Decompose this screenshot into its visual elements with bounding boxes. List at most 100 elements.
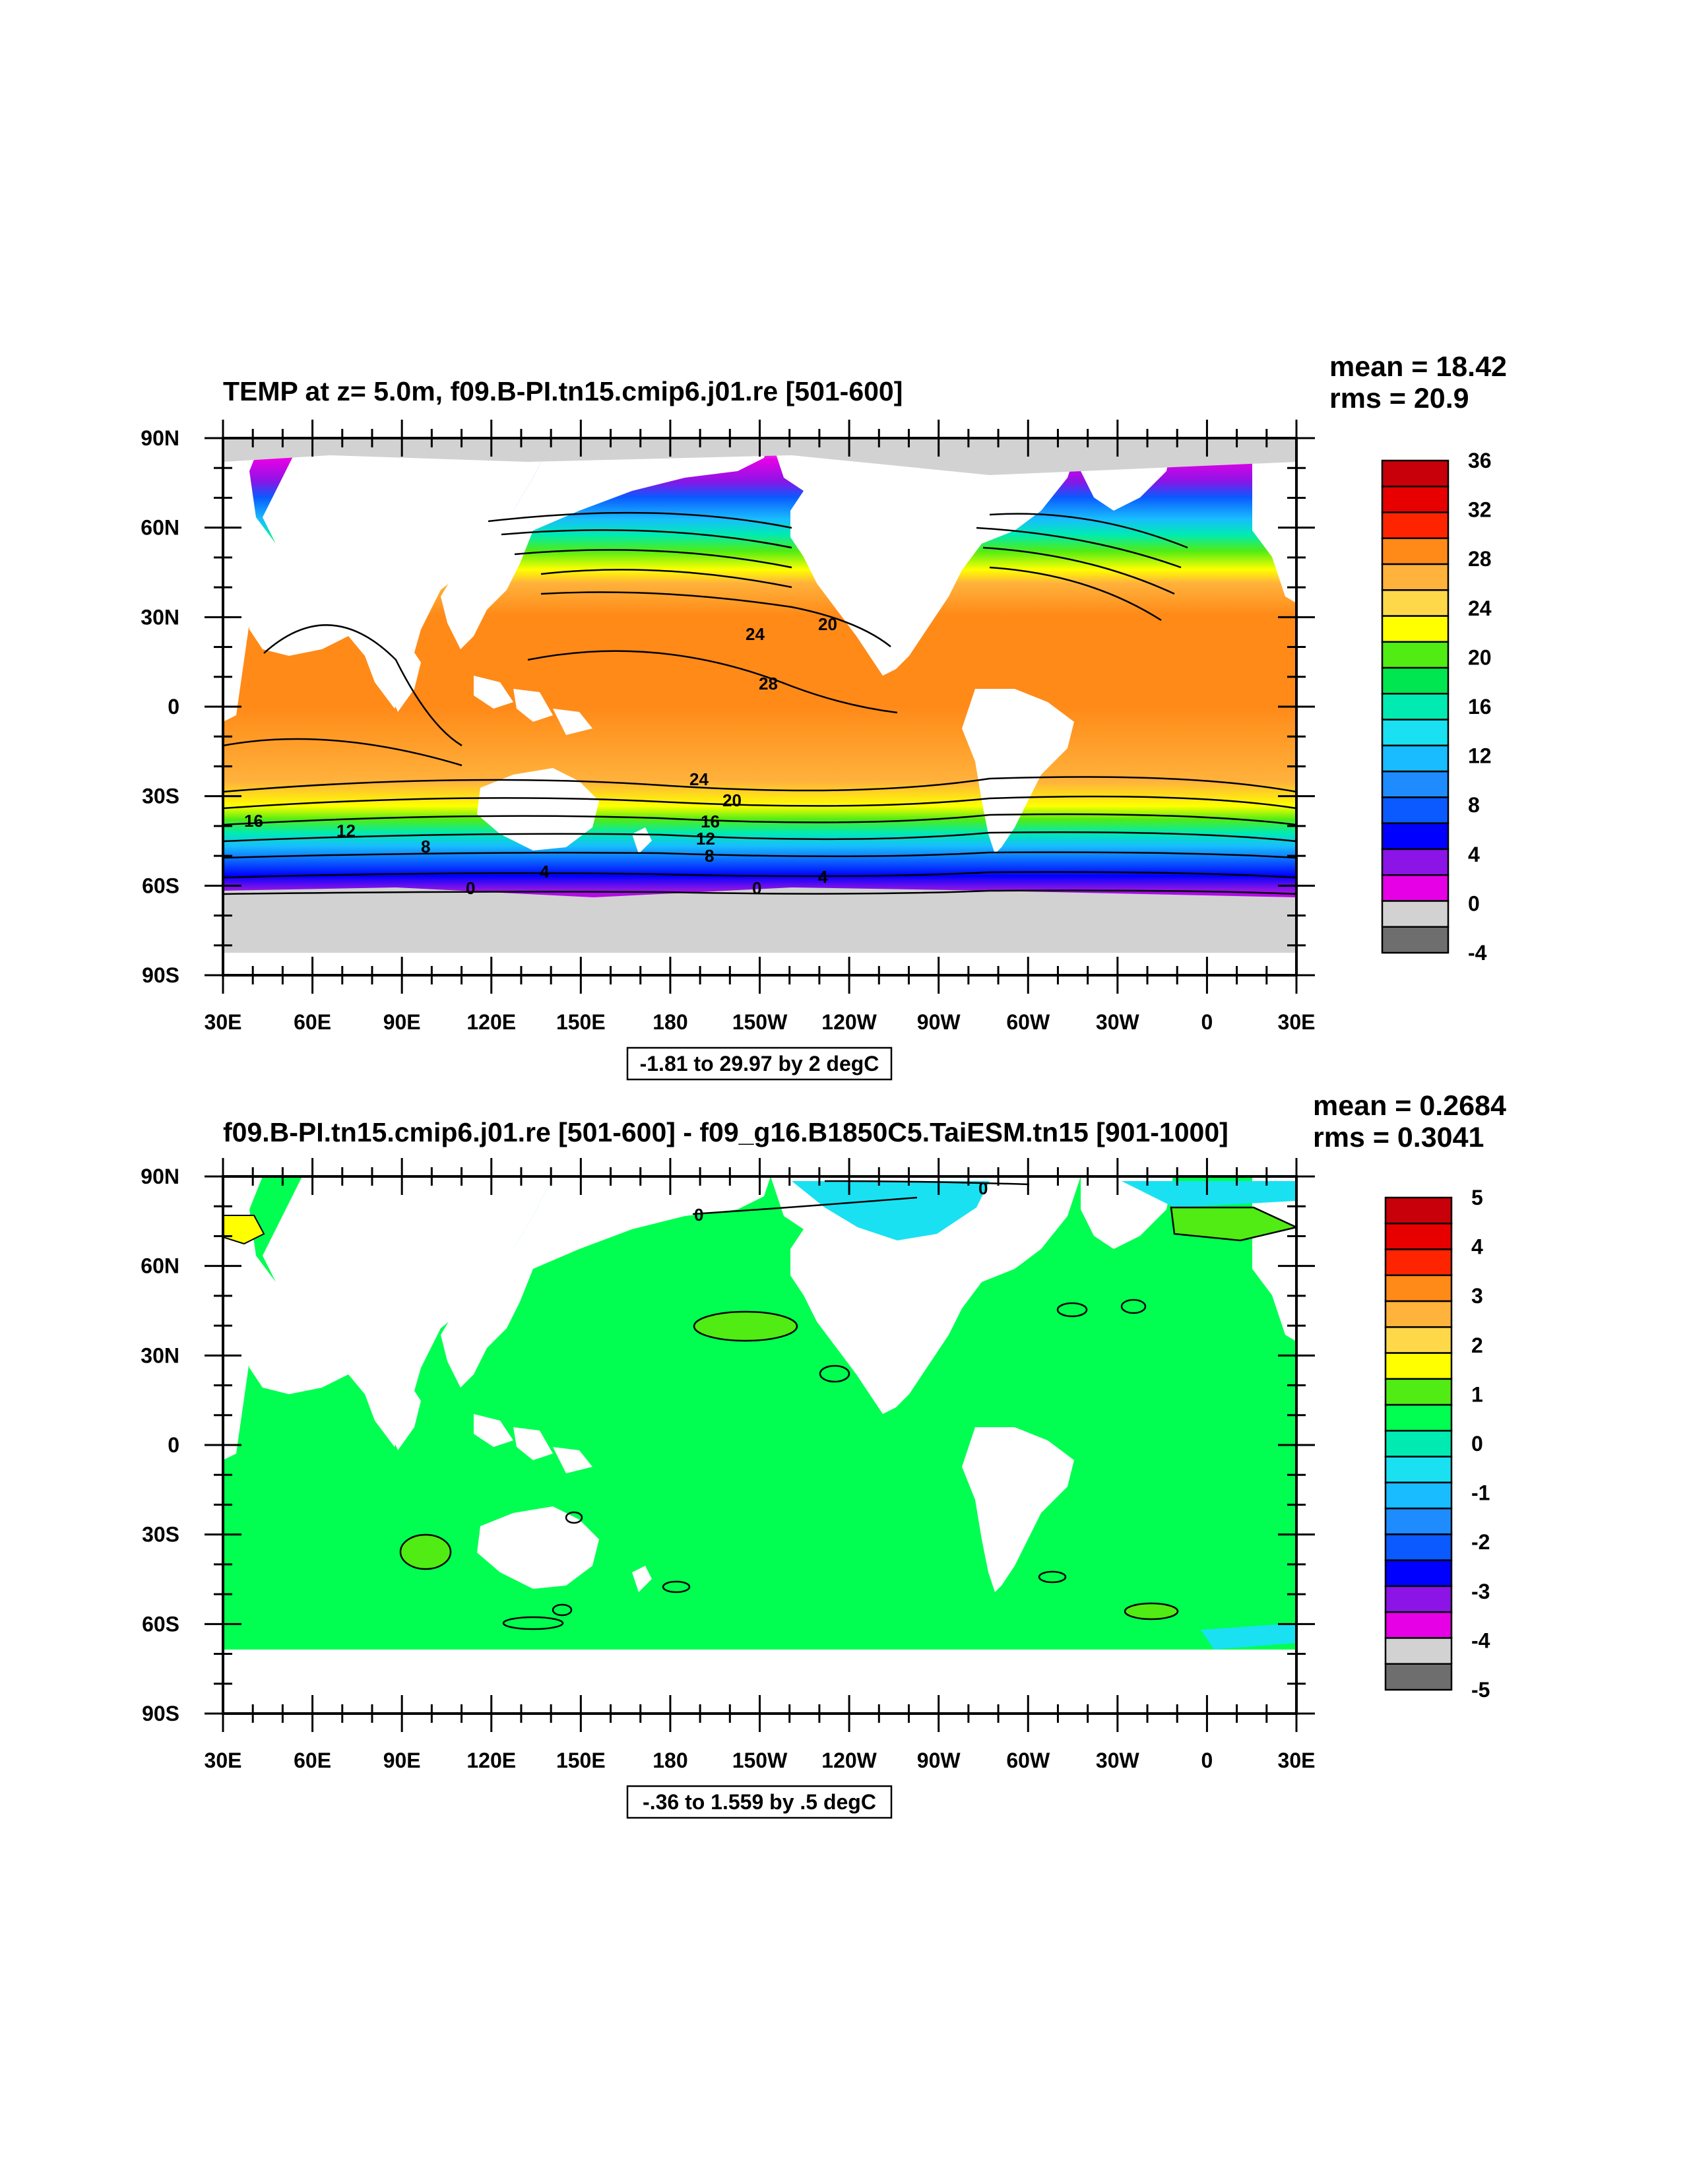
colorbar-label: 12: [1468, 744, 1492, 768]
lon-label: 0: [1201, 1749, 1213, 1772]
colorbar-label: -4: [1471, 1628, 1490, 1652]
lat-label: 90S: [142, 1702, 179, 1725]
lon-label: 150E: [556, 1010, 606, 1034]
lon-label: 60E: [294, 1010, 331, 1034]
diff-panel: f09.B-PI.tn15.cmip6.j01.re [501-600] - f…: [141, 1090, 1506, 1819]
lon-label: 30E: [205, 1749, 242, 1772]
colorbar-swatch: [1381, 459, 1450, 488]
colorbar-label: -1: [1471, 1481, 1490, 1505]
lon-label: 120E: [466, 1010, 516, 1034]
colorbar-swatch: [1384, 1507, 1453, 1535]
sst-contours: [223, 511, 1296, 895]
lat-label: 60S: [142, 1612, 179, 1636]
lon-label: 30W: [1096, 1010, 1140, 1034]
svg-text:0: 0: [978, 1178, 988, 1198]
colorbar-swatch: [1381, 641, 1450, 669]
colorbar-swatch: [1384, 1585, 1453, 1613]
colorbar-label: 16: [1468, 695, 1492, 719]
panel1-mean: mean = 18.42: [1329, 351, 1507, 383]
svg-text:16: 16: [244, 811, 263, 831]
colorbar-swatch: [1381, 693, 1450, 721]
panel2-title: f09.B-PI.tn15.cmip6.j01.re [501-600] - f…: [223, 1117, 1228, 1147]
lat-label: 0: [168, 1433, 179, 1457]
colorbar-label: 3: [1471, 1284, 1483, 1308]
colorbar-swatch: [1381, 486, 1450, 513]
colorbar-label: 5: [1471, 1186, 1483, 1209]
svg-text:4: 4: [540, 862, 550, 882]
panel1-lon-labels: 30E 60E 90E 120E 150E 180 150W 120W 90W 60W 30W 0 30…: [205, 1010, 1316, 1034]
colorbar-swatch: [1384, 1326, 1453, 1354]
lon-label: 120W: [821, 1010, 877, 1034]
colorbar-label: 20: [1468, 645, 1492, 669]
lon-label: 150E: [556, 1749, 606, 1772]
svg-text:0: 0: [694, 1205, 703, 1225]
lat-label: 0: [168, 695, 179, 719]
lon-label: 30W: [1096, 1749, 1140, 1772]
lat-label: 90N: [141, 426, 179, 450]
panel2-info-box: [626, 1785, 893, 1819]
colorbar-swatch: [1381, 848, 1450, 876]
panel2-contour-labels: 0 0: [694, 1178, 988, 1225]
lat-label: 30N: [141, 605, 179, 629]
colorbar-swatch: [1384, 1378, 1453, 1406]
panel2-lat-labels: 90N 60N 30N 0 30S 60S 90S: [141, 1165, 179, 1725]
colorbar-swatch: [1381, 796, 1450, 824]
colorbar-swatch: [1381, 563, 1450, 591]
colorbar-swatch: [1384, 1611, 1453, 1639]
sst-panel: TEMP at z= 5.0m, f09.B-PI.tn15.cmip6.j01…: [141, 351, 1507, 1081]
colorbar-swatch: [1384, 1559, 1453, 1588]
lon-label: 90E: [383, 1010, 421, 1034]
colorbar-swatch: [1384, 1223, 1453, 1250]
lon-label: 120E: [466, 1749, 516, 1772]
colorbar-swatch: [1384, 1274, 1453, 1302]
svg-text:8: 8: [705, 846, 714, 866]
panel2-colorbar: 5 4 3 2 1 0 -1 -2 -3 -4 -5: [1384, 1186, 1490, 1702]
lon-label: 180: [653, 1749, 687, 1772]
lon-label: 150W: [732, 1749, 788, 1772]
colorbar-swatch: [1381, 589, 1450, 617]
lon-label: 30E: [1278, 1010, 1316, 1034]
lon-label: 60E: [294, 1749, 331, 1772]
svg-text:0: 0: [752, 878, 761, 898]
colorbar-swatch: [1384, 1456, 1453, 1484]
lat-label: 90N: [141, 1165, 179, 1188]
colorbar-swatch: [1381, 666, 1450, 695]
lon-label: 120W: [821, 1749, 877, 1772]
svg-text:16: 16: [701, 812, 720, 831]
svg-text:12: 12: [336, 821, 356, 841]
colorbar-swatch: [1381, 874, 1450, 902]
lon-label: 180: [653, 1010, 687, 1034]
colorbar-swatch: [1384, 1481, 1453, 1510]
svg-text:28: 28: [759, 674, 778, 693]
panel1-title: TEMP at z= 5.0m, f09.B-PI.tn15.cmip6.j01…: [223, 376, 903, 406]
panel1-contour-info: -1.81 to 29.97 by 2 degC: [640, 1052, 879, 1076]
panel2-lon-labels: 30E 60E 90E 120E 150E 180 150W 120W 90W 60W 30W 0 30…: [205, 1749, 1316, 1772]
colorbar-swatch: [1384, 1300, 1453, 1328]
colorbar-label: -3: [1471, 1580, 1490, 1603]
svg-text:24: 24: [746, 624, 765, 644]
svg-text:20: 20: [722, 790, 742, 810]
svg-text:0: 0: [466, 878, 475, 898]
colorbar-label: 1: [1471, 1382, 1483, 1406]
lon-label: 60W: [1006, 1749, 1050, 1772]
colorbar-swatch: [1384, 1248, 1453, 1277]
lon-label: 30E: [205, 1010, 242, 1034]
lon-label: 150W: [732, 1010, 788, 1034]
colorbar-label: 36: [1468, 449, 1492, 472]
panel1-info-box: [626, 1046, 893, 1081]
svg-text:20: 20: [818, 614, 837, 634]
colorbar-label: 0: [1471, 1432, 1483, 1456]
colorbar-swatch: [1381, 511, 1450, 540]
colorbar-swatch: [1384, 1403, 1453, 1432]
panel1-contour-labels: 24 20 28 24 20 16 12 8 16 12 8 4 4 0 0: [244, 614, 837, 898]
lon-label: 0: [1201, 1010, 1213, 1034]
colorbar-swatch: [1381, 615, 1450, 643]
lat-label: 60N: [141, 1254, 179, 1278]
panel1-ticks: [205, 420, 1315, 994]
panel2-mean: mean = 0.2684: [1313, 1090, 1506, 1122]
colorbar-label: 28: [1468, 547, 1492, 571]
colorbar-label: 4: [1471, 1235, 1483, 1259]
panel1-rms: rms = 20.9: [1329, 383, 1469, 414]
svg-text:8: 8: [421, 837, 430, 856]
